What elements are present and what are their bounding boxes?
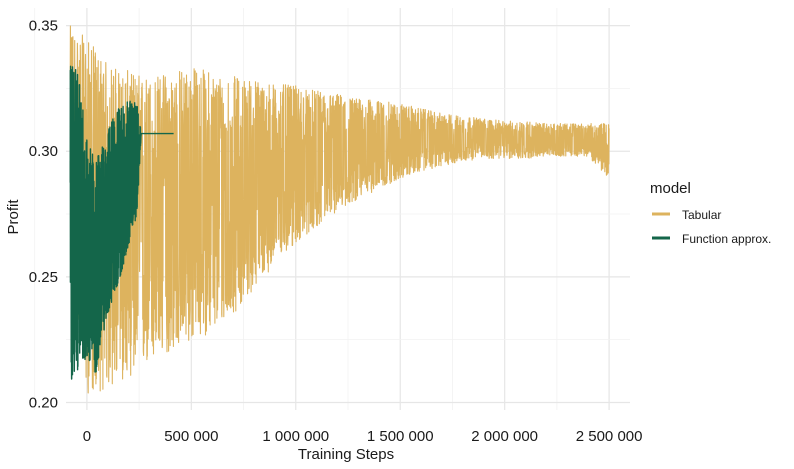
series-line-tabular (69, 25, 610, 394)
legend-label-function-approx: Function approx. (682, 232, 771, 246)
legend: model Tabular Function approx. (650, 180, 771, 246)
x-axis-title: Training Steps (298, 446, 394, 463)
y-axis-ticks: 0.20 0.25 0.30 0.35 (29, 18, 58, 412)
y-axis-title: Profit (5, 199, 22, 235)
y-tick-label: 0.20 (29, 394, 58, 411)
x-tick-label: 2 000 000 (471, 428, 538, 445)
x-tick-label: 500 000 (164, 428, 218, 445)
series-line-function-approx (69, 65, 174, 380)
y-tick-label: 0.35 (29, 18, 58, 35)
y-tick-label: 0.25 (29, 269, 58, 286)
plot-series (69, 25, 610, 394)
x-tick-label: 1 000 000 (262, 428, 329, 445)
x-tick-label: 2 500 000 (576, 428, 643, 445)
x-tick-label: 1 500 000 (367, 428, 434, 445)
y-tick-label: 0.30 (29, 143, 58, 160)
legend-label-tabular: Tabular (682, 208, 721, 222)
x-tick-label: 0 (83, 428, 91, 445)
x-axis-ticks: 0 500 000 1 000 000 1 500 000 2 000 000 2 500… (83, 428, 643, 445)
legend-title: model (650, 180, 691, 197)
